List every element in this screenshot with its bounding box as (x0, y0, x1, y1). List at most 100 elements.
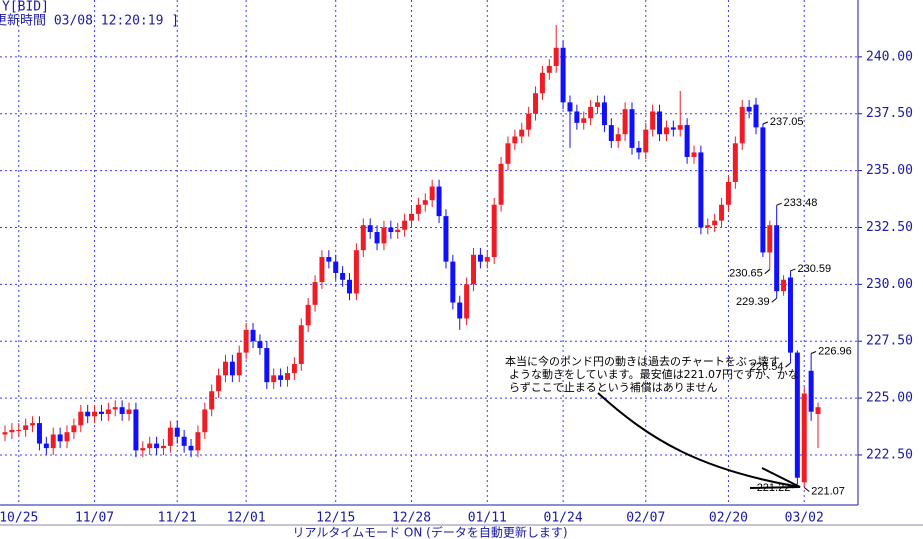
grid: 222.50 225.00 227.50 230.00 232.50 235.00 237.… (0, 0, 913, 526)
annotation-line: ような動きをしています。最安値は221.07円ですが、かな (509, 367, 799, 381)
candle-body (815, 407, 821, 415)
candle-body (257, 341, 263, 349)
x-tick-label: 12/01 (227, 511, 266, 526)
candle-body (229, 361, 235, 376)
candle-body (581, 118, 587, 123)
candle-body (670, 127, 676, 130)
status-text: リアルタイムモード ON (データを自動更新します) (292, 525, 567, 539)
candle-body (71, 425, 77, 433)
y-tick-label: 240.00 (866, 49, 913, 64)
candle-body (312, 282, 318, 305)
candle-body (677, 125, 683, 130)
leader-line (762, 121, 769, 125)
candle-body (298, 325, 304, 364)
y-tick-label: 237.50 (866, 106, 913, 121)
candle-body (629, 109, 635, 148)
candle-body (188, 445, 194, 451)
candle-body (388, 227, 394, 233)
candle-body (2, 432, 8, 435)
candle-body (43, 443, 49, 449)
candle-body (663, 127, 669, 135)
candle-body (236, 352, 242, 376)
candles (2, 25, 821, 488)
update-time: 更新時間 03/08 12:20:19 ] (0, 13, 179, 29)
candle-body (353, 250, 359, 294)
y-tick-label: 230.00 (866, 277, 913, 292)
leader-line (803, 487, 810, 492)
candle-body (450, 261, 456, 303)
candle-body (691, 152, 697, 157)
arrow (597, 392, 801, 488)
candle-body (374, 232, 380, 244)
candle-body (774, 225, 780, 292)
candle-body (340, 272, 346, 280)
candle-body (539, 72, 545, 94)
annotation-line: らずここで止まるという補償はありません (509, 380, 717, 394)
candle-body (787, 277, 793, 353)
x-tick-label: 12/15 (316, 511, 355, 526)
candle-body (794, 352, 800, 478)
candle-body (615, 134, 621, 142)
candle-body (760, 127, 766, 253)
candle-body (560, 47, 566, 103)
candle-body (650, 111, 656, 130)
candle-body (725, 181, 731, 205)
leader-line (764, 269, 771, 274)
candle-body (64, 432, 70, 442)
candle-body (712, 220, 718, 226)
candle-body (23, 425, 29, 430)
x-tick-label: 10/25 (0, 511, 38, 526)
candle-body (50, 434, 56, 449)
candle-body (271, 375, 277, 383)
candle-body (367, 225, 373, 233)
candle-body (753, 104, 759, 128)
candle-body (657, 111, 663, 135)
candle-body (505, 143, 511, 164)
candle-body (471, 254, 477, 285)
candle-body (512, 136, 518, 144)
x-tick-label: 01/24 (544, 511, 583, 526)
candle-body (443, 216, 449, 262)
candle-body (98, 411, 104, 415)
candle-body (767, 225, 773, 253)
candle-body (622, 109, 628, 135)
candle-body (133, 409, 139, 451)
candle-body (174, 427, 180, 437)
candle-body (719, 204, 725, 221)
candle-body (284, 373, 290, 380)
y-tick-label: 225.00 (866, 391, 913, 406)
candle-body (209, 391, 215, 410)
candle-body (160, 445, 166, 449)
candle-body (30, 423, 36, 426)
price-label: 230.59 (797, 263, 831, 275)
candle-body (92, 411, 98, 417)
candle-body (484, 257, 490, 262)
candle-body (195, 432, 201, 451)
candle-body (119, 407, 125, 415)
y-tick-label: 235.00 (866, 163, 913, 178)
candle-body (684, 125, 690, 157)
candle-body (643, 129, 649, 153)
candle-body (381, 227, 387, 244)
candle-body (9, 429, 15, 433)
candle-body (601, 102, 607, 126)
candle-body (464, 284, 470, 319)
candle-body (636, 147, 642, 153)
candle-body (326, 257, 332, 262)
x-tick-label: 02/20 (709, 511, 748, 526)
candle-body (57, 434, 63, 442)
candle-body (746, 106, 752, 112)
leader-line (790, 268, 796, 272)
x-tick-label: 03/02 (785, 511, 824, 526)
candle-body (801, 393, 807, 483)
labels: 237.05 233.48 230.65 229.39 230.59 226.54 226.… (505, 116, 852, 498)
candle-body (608, 125, 614, 142)
candle-body (595, 102, 601, 107)
candle-body (498, 163, 504, 205)
candle-body (526, 113, 532, 130)
candle-body (477, 254, 483, 262)
candle-body (422, 200, 428, 205)
candle-body (126, 409, 132, 415)
candle-body (429, 186, 435, 201)
